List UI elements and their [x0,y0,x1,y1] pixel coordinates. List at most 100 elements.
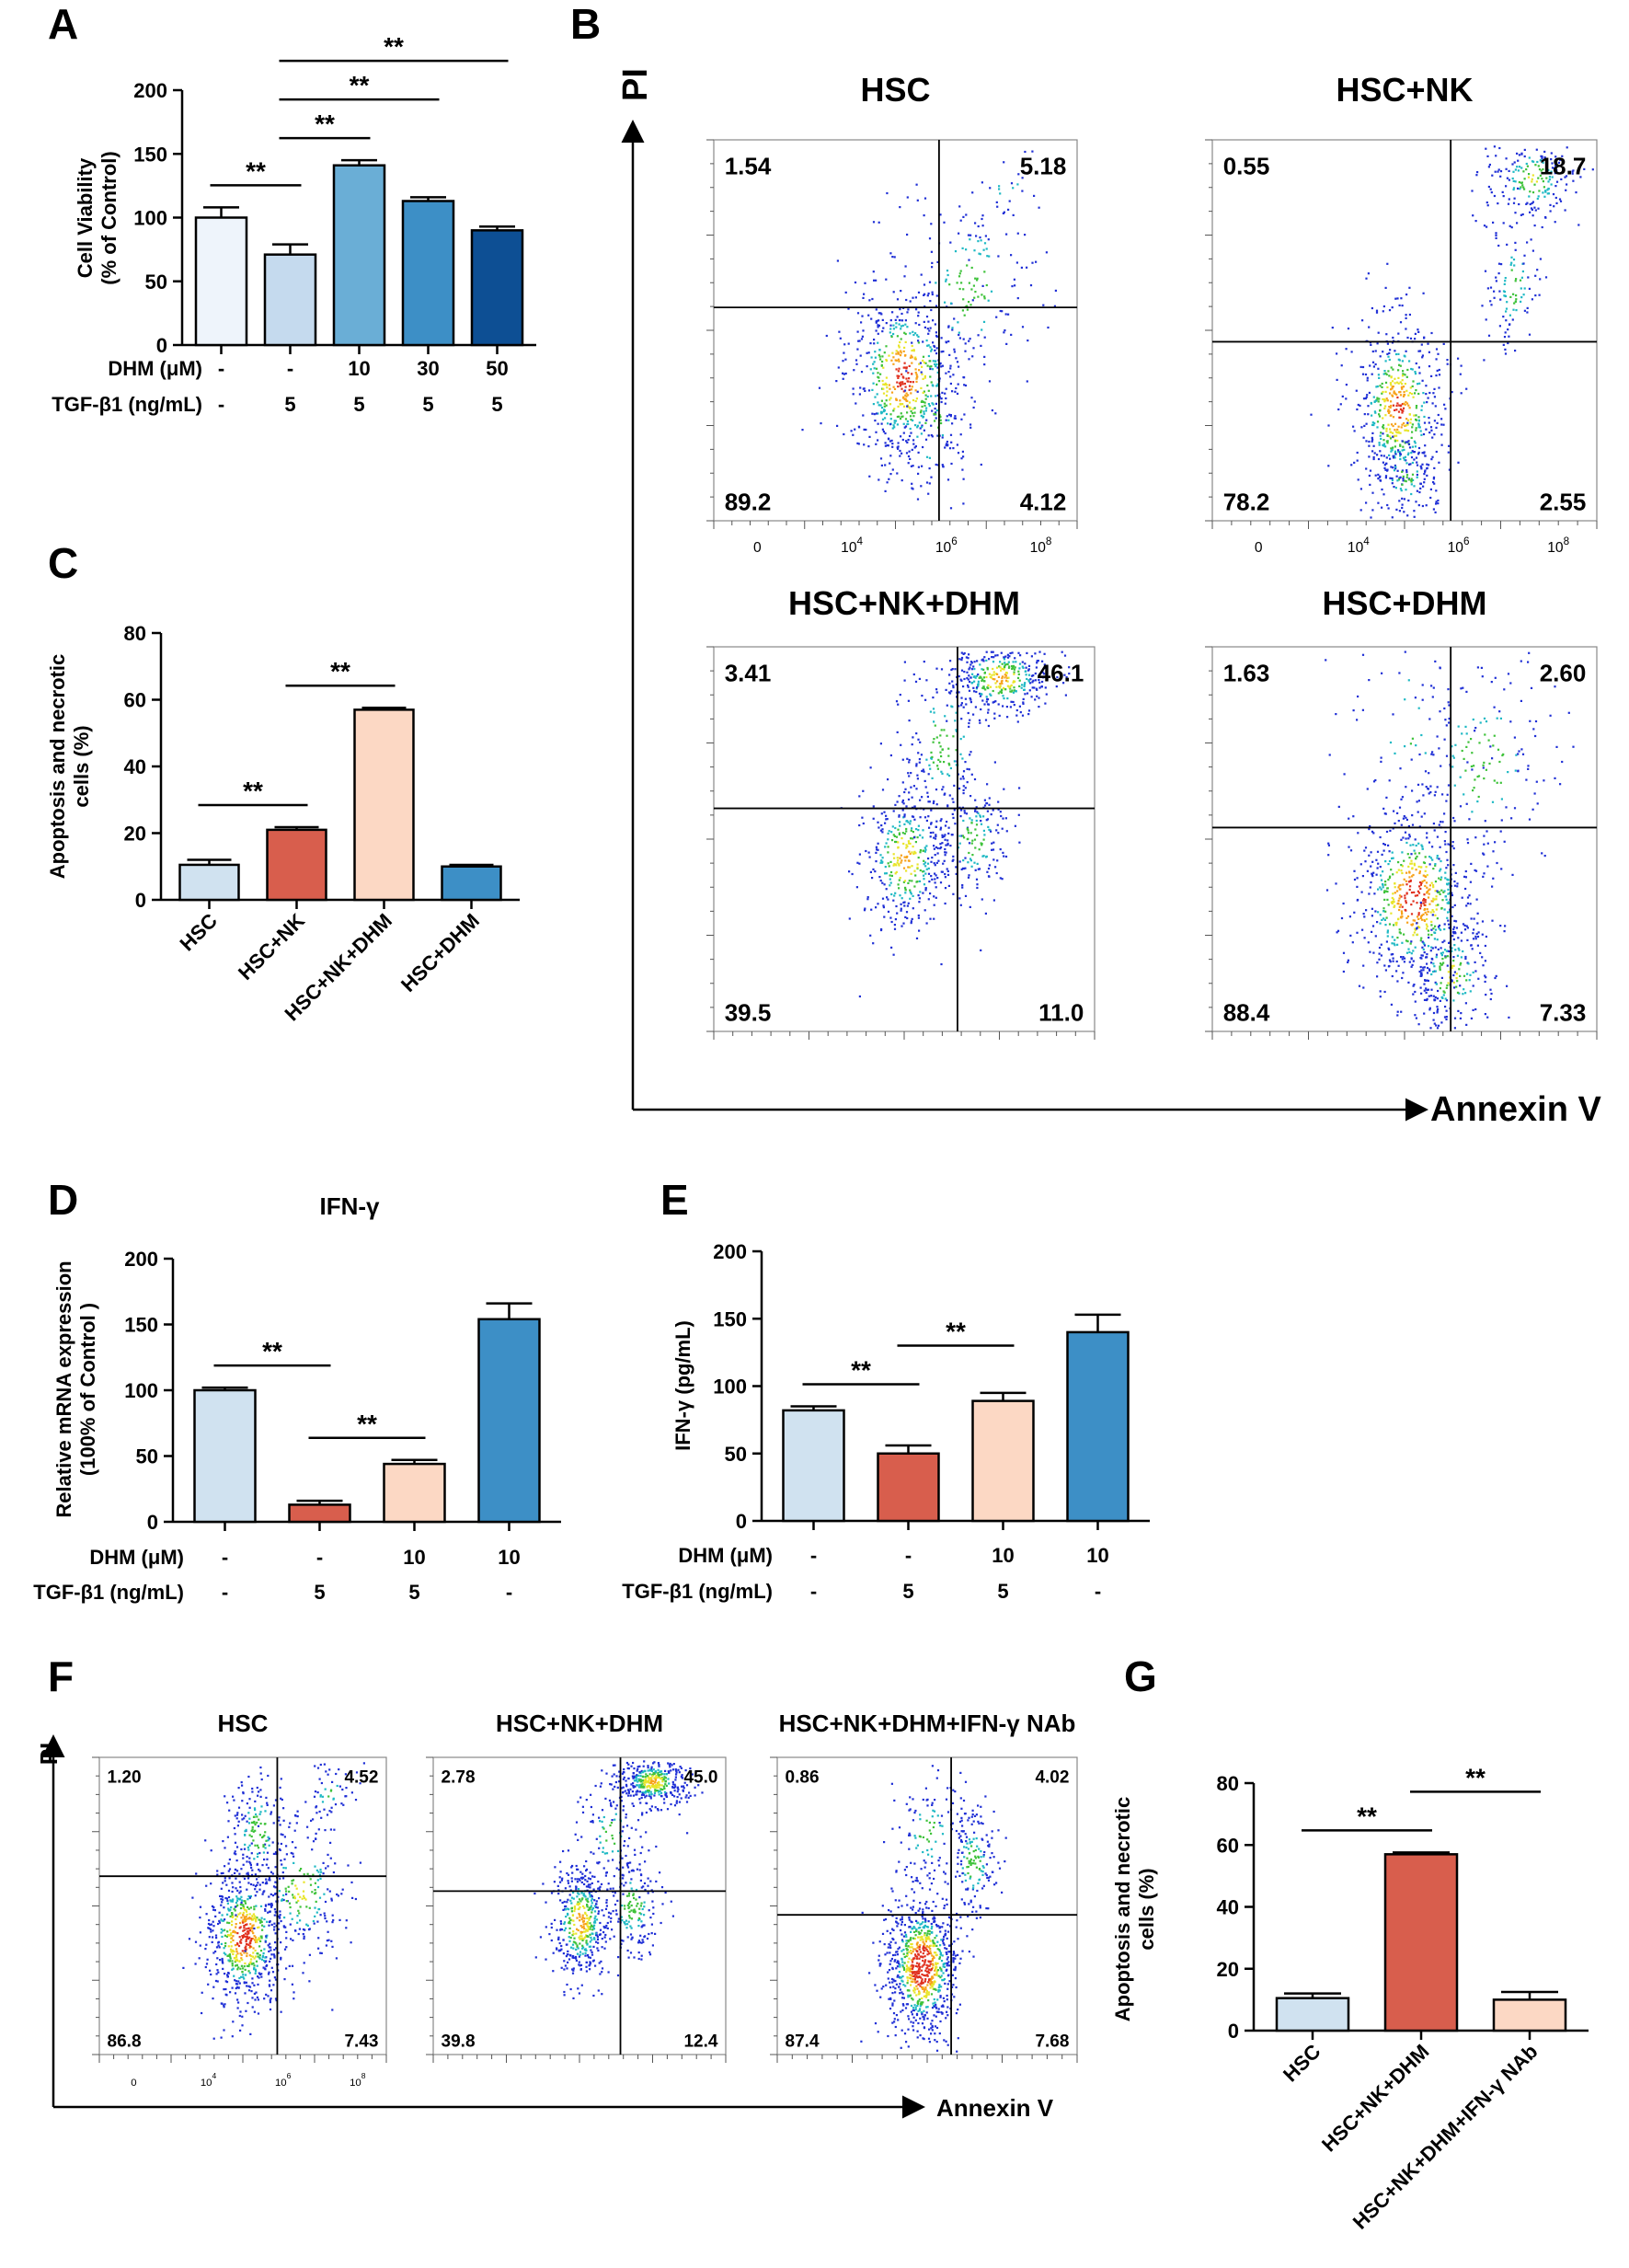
event-dot [1514,300,1517,303]
event-dot [1411,473,1415,476]
event-dot [912,673,915,676]
event-dot [932,697,935,699]
event-dot [1380,432,1382,434]
event-dot [1394,452,1396,455]
event-dot [904,394,907,397]
event-dot [958,787,961,790]
event-dot [1415,429,1417,432]
event-dot [941,364,944,367]
dot-cloud [182,1762,365,2040]
event-dot [858,862,861,865]
event-dot [896,415,899,419]
event-dot [1002,695,1004,697]
significance-label: ** [350,71,370,99]
event-dot [981,843,983,846]
event-dot [1472,718,1474,721]
event-dot [946,873,950,876]
event-dot [997,255,1000,258]
condition-value: - [905,1544,912,1567]
event-dot [1491,919,1494,922]
event-dot [981,679,983,682]
event-dot [1403,878,1405,881]
event-dot [1405,328,1407,330]
event-dot [1382,417,1384,420]
event-dot [1508,169,1510,172]
event-dot [1410,758,1413,761]
event-dot [258,1926,260,1928]
event-dot [236,1904,239,1906]
event-dot [917,752,920,754]
event-dot [1384,910,1387,913]
event-dot [210,1882,212,1885]
event-dot [234,1909,236,1912]
event-dot [232,1939,235,1941]
event-dot [265,1936,268,1939]
event-dot [253,1968,256,1971]
event-dot [940,729,943,731]
event-dot [263,1917,266,1921]
event-dot [941,842,944,845]
event-dot [270,1905,273,1908]
event-dot [1021,714,1025,717]
event-dot [1430,934,1433,937]
event-dot [935,846,938,848]
event-dot [1352,709,1355,712]
event-dot [949,766,952,770]
event-dot [935,331,937,334]
event-dot [1429,857,1432,859]
event-dot [882,410,885,413]
event-dot [958,691,960,694]
event-dot [267,1995,270,1997]
event-dot [1426,908,1428,911]
event-dot [933,917,935,920]
event-dot [981,898,983,901]
event-dot [1422,948,1425,951]
x-tick-exponent: 8 [1046,535,1052,547]
event-dot [1406,336,1409,340]
event-dot [1452,864,1455,867]
event-dot [983,656,986,659]
event-dot [236,1889,239,1892]
event-dot [235,1980,237,1983]
event-dot [920,386,923,389]
event-dot [982,668,985,671]
event-dot [905,452,909,455]
event-dot [888,478,890,480]
event-dot [1367,272,1370,275]
event-dot [1436,1011,1439,1014]
event-dot [1432,868,1435,870]
event-dot [1328,754,1331,756]
event-dot [986,818,989,821]
event-dot [916,774,919,777]
event-dot [896,731,899,733]
event-dot [1443,1016,1447,1019]
event-dot [1572,179,1575,182]
event-dot [914,332,917,335]
event-dot [1032,679,1035,682]
event-dot [255,1905,258,1907]
event-dot [222,1871,224,1874]
event-dot [1452,960,1455,962]
event-dot [1419,901,1422,904]
event-dot [1481,920,1485,923]
event-dot [1443,840,1446,843]
event-dot [956,361,959,363]
event-dot [1413,891,1416,893]
event-dot [949,367,952,370]
event-dot [987,867,991,870]
event-dot [251,1915,254,1917]
event-dot [991,848,993,851]
event-dot [899,308,901,311]
event-dot [923,293,926,295]
event-dot [1429,488,1432,490]
event-dot [1547,192,1550,195]
event-dot [1520,699,1522,702]
event-dot [1383,370,1386,373]
event-dot [906,411,909,414]
event-dot [890,359,893,362]
event-dot [1416,470,1418,473]
event-dot [1417,419,1420,421]
event-dot [901,758,904,761]
event-dot [1412,960,1415,962]
event-dot [1388,948,1391,951]
